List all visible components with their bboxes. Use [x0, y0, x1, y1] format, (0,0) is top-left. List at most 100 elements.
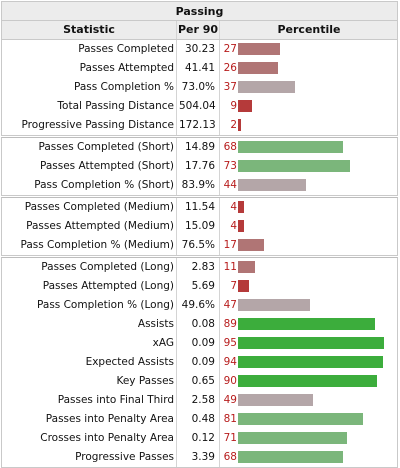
stat-label: Total Passing Distance [57, 100, 174, 112]
percentile-value: 94 [223, 356, 237, 368]
percentile-value: 49 [223, 394, 237, 406]
percentile-bar [238, 451, 343, 463]
stat-label: Passes Attempted (Long) [42, 280, 174, 292]
percentile-bar [238, 432, 347, 444]
percentile-value: 47 [223, 299, 237, 311]
table-row: Pass Completion % (Medium) 76.5% 17 [2, 236, 397, 255]
stat-label: Key Passes [116, 375, 174, 387]
table-row: Passes Completed (Long) 2.83 11 [2, 258, 397, 277]
column-divider [176, 138, 177, 195]
per90-value: 2.58 [191, 394, 215, 406]
per90-value: 0.12 [191, 432, 215, 444]
header-row: Statistic Per 90 Percentile [1, 21, 398, 40]
table-row: Passes Attempted (Short) 17.76 73 [2, 157, 397, 176]
header-percentile: Percentile [277, 23, 341, 36]
stat-label: Passes into Final Third [57, 394, 174, 406]
row-group: Passes Completed (Long) 2.83 11 Passes Atte… [1, 257, 398, 468]
stat-label: Passes Completed (Long) [41, 261, 174, 273]
per90-value: 504.04 [179, 100, 216, 112]
row-group: Passes Completed (Medium) 11.54 4 Passes At… [1, 197, 398, 256]
per90-value: 49.6% [181, 299, 215, 311]
per90-value: 15.09 [184, 220, 215, 232]
table-row: Passes into Final Third 2.58 49 [2, 391, 397, 410]
percentile-bar [238, 239, 264, 251]
column-divider [219, 258, 220, 467]
table-row: Pass Completion % (Short) 83.9% 44 [2, 176, 397, 195]
per90-value: 17.76 [184, 160, 215, 172]
table-row: Pass Completion % (Long) 49.6% 47 [2, 296, 397, 315]
column-divider [176, 198, 177, 255]
per90-value: 3.39 [191, 451, 215, 463]
percentile-value: 7 [230, 280, 237, 292]
table-title: Passing [1, 1, 398, 21]
table-body: Passes Completed 30.23 27 Passes Attempted 4… [1, 40, 398, 468]
percentile-value: 95 [223, 337, 237, 349]
percentile-bar [238, 62, 278, 74]
percentile-value: 4 [230, 220, 237, 232]
table-row: Progressive Passes 3.39 68 [2, 448, 397, 467]
per90-value: 0.65 [191, 375, 215, 387]
per90-value: 5.69 [191, 280, 215, 292]
stat-label: Pass Completion % (Medium) [20, 239, 174, 251]
table-row: Pass Completion % 73.0% 37 [2, 78, 397, 97]
row-group: Passes Completed 30.23 27 Passes Attempted 4… [1, 40, 398, 136]
percentile-bar [238, 413, 363, 425]
per90-value: 14.89 [184, 141, 215, 153]
header-statistic: Statistic [63, 23, 115, 36]
column-divider [219, 138, 220, 195]
table-row: Passes Attempted (Long) 5.69 7 [2, 277, 397, 296]
table-row: Passes Completed 30.23 27 [2, 40, 397, 59]
percentile-value: 81 [223, 413, 237, 425]
table-row: Assists 0.08 89 [2, 315, 397, 334]
stat-label: Pass Completion % (Short) [34, 179, 174, 191]
header-per90: Per 90 [177, 23, 219, 36]
percentile-value: 68 [223, 141, 237, 153]
per90-value: 0.48 [191, 413, 215, 425]
table-row: Progressive Passing Distance 172.13 2 [2, 116, 397, 135]
stat-label: Passes Attempted (Short) [39, 160, 174, 172]
percentile-bar [238, 160, 350, 172]
stat-label: Pass Completion % (Long) [37, 299, 174, 311]
percentile-bar [238, 280, 249, 292]
percentile-bar [238, 356, 383, 368]
stat-label: Passes Completed (Medium) [24, 201, 174, 213]
percentile-bar [238, 100, 252, 112]
percentile-bar [238, 141, 343, 153]
percentile-value: 68 [223, 451, 237, 463]
table-row: Expected Assists 0.09 94 [2, 353, 397, 372]
percentile-value: 44 [223, 179, 237, 191]
per90-value: 0.09 [191, 356, 215, 368]
percentile-value: 71 [223, 432, 237, 444]
table-row: Total Passing Distance 504.04 9 [2, 97, 397, 116]
table-row: Passes Completed (Medium) 11.54 4 [2, 198, 397, 217]
percentile-bar [238, 299, 310, 311]
table-row: Key Passes 0.65 90 [2, 372, 397, 391]
percentile-bar [238, 201, 244, 213]
percentile-bar [238, 261, 255, 273]
percentile-bar [238, 318, 375, 330]
percentile-value: 90 [223, 375, 237, 387]
stat-label: Expected Assists [85, 356, 174, 368]
percentile-value: 37 [223, 81, 237, 93]
percentile-bar [238, 179, 306, 191]
column-divider [176, 258, 177, 467]
column-divider [176, 40, 177, 135]
per90-value: 41.41 [184, 62, 215, 74]
percentile-value: 26 [223, 62, 237, 74]
stat-label: Progressive Passes [75, 451, 174, 463]
per90-value: 83.9% [181, 179, 215, 191]
column-divider [219, 198, 220, 255]
stat-label: Passes into Penalty Area [45, 413, 174, 425]
percentile-value: 17 [223, 239, 237, 251]
table-row: Passes Attempted (Medium) 15.09 4 [2, 217, 397, 236]
stat-label: Passes Attempted (Medium) [26, 220, 174, 232]
table-row: Passes Attempted 41.41 26 [2, 59, 397, 78]
per90-value: 30.23 [184, 43, 215, 55]
table-row: Passes Completed (Short) 14.89 68 [2, 138, 397, 157]
per90-value: 11.54 [184, 201, 215, 213]
per90-value: 0.09 [191, 337, 215, 349]
percentile-value: 27 [223, 43, 237, 55]
percentile-value: 2 [230, 119, 237, 131]
percentile-value: 9 [230, 100, 237, 112]
percentile-bar [238, 375, 377, 387]
